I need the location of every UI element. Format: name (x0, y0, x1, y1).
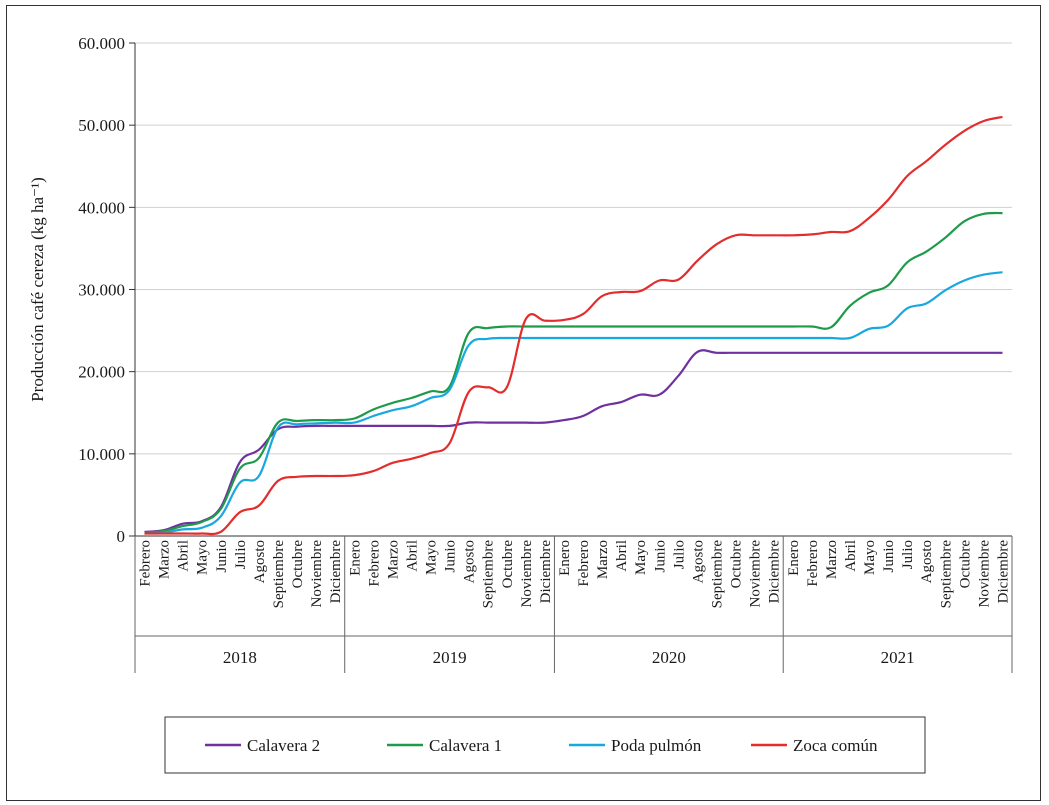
x-month-label: Mayo (195, 540, 211, 575)
y-tick-label: 10.000 (78, 445, 125, 464)
x-month-label: Junio (652, 540, 668, 573)
year-label: 2019 (433, 648, 467, 667)
x-month-label: Octubre (729, 540, 745, 589)
x-month-label: Febrero (138, 540, 154, 587)
x-month-label: Junio (214, 540, 230, 573)
legend-item: Poda pulmón (569, 736, 702, 755)
x-month-label: Diciembre (328, 540, 344, 604)
x-month-label: Agosto (252, 540, 268, 583)
x-month-label: Abril (404, 540, 420, 572)
x-month-label: Octubre (500, 540, 516, 589)
x-month-label: Noviembre (976, 540, 992, 608)
x-month-label: Septiembre (938, 540, 954, 609)
year-label: 2018 (223, 648, 257, 667)
x-month-label: Noviembre (748, 540, 764, 608)
x-month-label: Enero (557, 540, 573, 576)
x-month-label: Noviembre (309, 540, 325, 608)
y-tick-label: 60.000 (78, 34, 125, 53)
x-month-label: Noviembre (519, 540, 535, 608)
x-month-label: Mayo (862, 540, 878, 575)
x-month-label: Octubre (957, 540, 973, 589)
x-month-label: Agosto (919, 540, 935, 583)
x-month-label: Junio (881, 540, 897, 573)
x-month-label: Octubre (290, 540, 306, 589)
y-tick-label: 40.000 (78, 198, 125, 217)
year-label: 2021 (881, 648, 915, 667)
x-month-label: Julio (900, 540, 916, 569)
x-month-label: Abril (843, 540, 859, 572)
x-month-label: Abril (614, 540, 630, 572)
series-line-poda-pulm-n (144, 271, 1003, 535)
x-month-label: Junio (443, 540, 459, 573)
series-lines (144, 115, 1003, 536)
legend-label: Calavera 2 (247, 736, 320, 755)
x-month-label: Diciembre (995, 540, 1011, 604)
y-tick-label: 0 (117, 527, 126, 546)
x-month-label: Marzo (157, 540, 173, 579)
x-month-label: Septiembre (709, 540, 725, 609)
y-axis-title: Producción café cereza (kg ha⁻¹) (28, 177, 47, 402)
x-month-label: Febrero (576, 540, 592, 587)
y-tick-label: 20.000 (78, 363, 125, 382)
y-axis-ticks: 0 10.000 20.000 30.000 40.000 50.000 60.000 (78, 34, 135, 546)
y-tick-label: 50.000 (78, 116, 125, 135)
x-month-label: Abril (176, 540, 192, 572)
x-month-label: Mayo (633, 540, 649, 575)
line-chart: 0 10.000 20.000 30.000 40.000 50.000 60.000 Fe… (28, 34, 1013, 774)
chart-frame: 0 10.000 20.000 30.000 40.000 50.000 60.000 Fe… (6, 5, 1041, 801)
x-month-label: Marzo (595, 540, 611, 579)
x-month-label: Enero (347, 540, 363, 576)
x-month-label: Febrero (366, 540, 382, 587)
x-month-label: Diciembre (538, 540, 554, 604)
year-label: 2020 (652, 648, 686, 667)
x-month-label: Febrero (805, 540, 821, 587)
x-month-label: Marzo (385, 540, 401, 579)
x-month-label: Septiembre (481, 540, 497, 609)
legend-item: Zoca común (751, 736, 878, 755)
legend-item: Calavera 1 (387, 736, 502, 755)
series-line-zoca-com-n (144, 115, 1003, 536)
axes (134, 43, 1012, 537)
x-month-label: Julio (671, 540, 687, 569)
series-line-calavera-1 (144, 211, 1003, 534)
legend-label: Calavera 1 (429, 736, 502, 755)
y-tick-label: 30.000 (78, 281, 125, 300)
legend-label: Zoca común (793, 736, 878, 755)
x-month-label: Diciembre (767, 540, 783, 604)
legend-item: Calavera 2 (205, 736, 320, 755)
x-month-label: Marzo (824, 540, 840, 579)
x-month-label: Julio (233, 540, 249, 569)
x-month-label: Septiembre (271, 540, 287, 609)
grid-lines (135, 42, 1012, 455)
legend-label: Poda pulmón (611, 736, 702, 755)
legend-box (164, 716, 926, 774)
legend: Calavera 2 Calavera 1 Poda pulmón Zoca comú… (164, 716, 926, 774)
x-axis-categories: Febrero Marzo Abril Mayo Junio Julio Agosto Sep… (134, 536, 1013, 673)
x-month-label: Agosto (462, 540, 478, 583)
x-month-label: Agosto (690, 540, 706, 583)
x-month-label: Enero (786, 540, 802, 576)
x-month-label: Mayo (424, 540, 440, 575)
series-line-calavera-2 (144, 349, 1003, 533)
